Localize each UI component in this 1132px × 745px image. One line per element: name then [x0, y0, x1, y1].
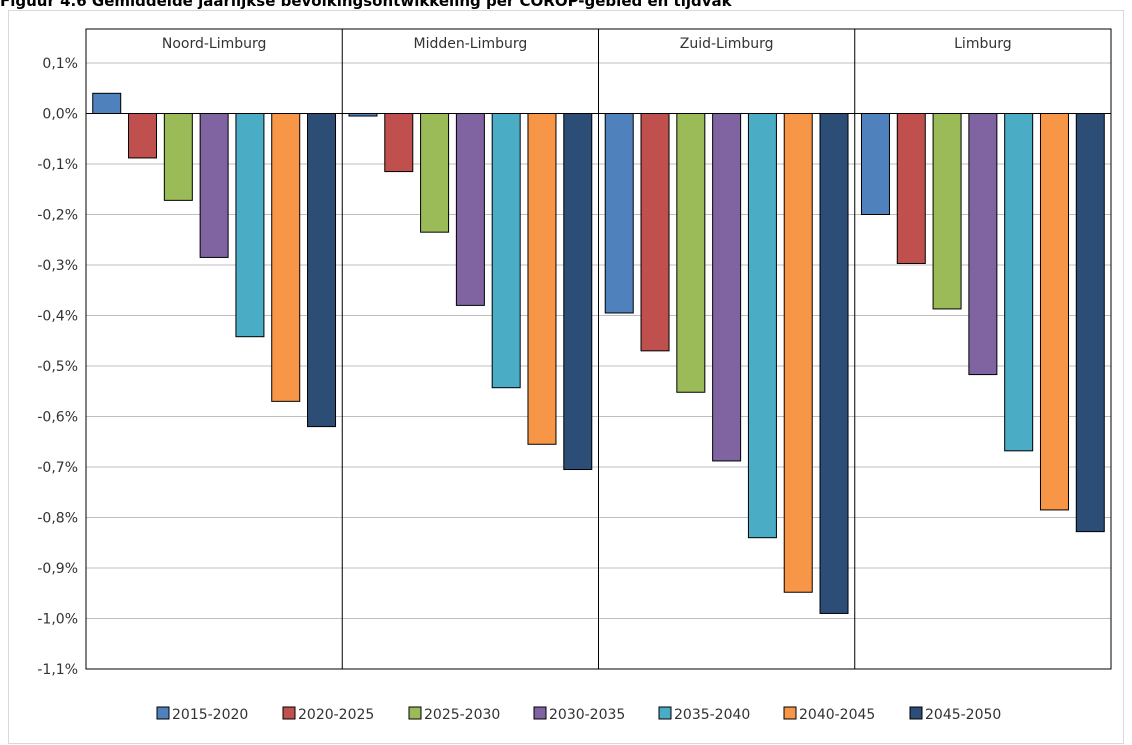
legend-label: 2020-2025 — [298, 707, 374, 723]
y-tick-label: -1,0% — [37, 612, 78, 628]
axes — [85, 28, 1112, 670]
y-tick-label: 0,1% — [42, 56, 78, 72]
bar — [747, 113, 777, 539]
bar-chart: 0,1% 0,0% -0,1% -0,2% -0,3% -0,4% -0,5% -0,6% -0… — [37, 28, 1112, 723]
legend-swatch — [533, 706, 547, 720]
bar — [307, 113, 337, 428]
bar — [491, 113, 521, 389]
legend-swatch — [156, 706, 170, 720]
legend-swatch — [282, 706, 296, 720]
legend-swatch — [909, 706, 923, 720]
bar — [1075, 113, 1105, 533]
legend-swatch — [783, 706, 797, 720]
y-tick-label: -1,1% — [37, 662, 78, 678]
bar — [676, 113, 706, 393]
bar — [527, 113, 557, 445]
y-tick-label: -0,9% — [37, 561, 78, 577]
y-tick-label: -0,5% — [37, 359, 78, 375]
group-label: Midden-Limburg — [413, 36, 527, 52]
bar — [235, 113, 265, 338]
y-tick-label: -0,2% — [37, 208, 78, 224]
group-label: Zuid-Limburg — [680, 36, 774, 52]
y-tick-label: -0,7% — [37, 460, 78, 476]
bar — [783, 113, 813, 593]
bar — [896, 113, 926, 264]
legend: 2015-2020 2020-2025 2025-2030 2030-2035 2035… — [156, 706, 1001, 723]
y-tick-label: -0,6% — [37, 410, 78, 426]
y-tick-label: -0,8% — [37, 511, 78, 527]
bar — [1004, 113, 1034, 452]
bar — [199, 113, 229, 258]
bar — [932, 113, 962, 310]
bar — [604, 113, 634, 314]
legend-label: 2045-2050 — [925, 707, 1001, 723]
bar — [968, 113, 998, 376]
y-tick-label: -0,3% — [37, 258, 78, 274]
plot-border — [85, 28, 1112, 670]
bar — [455, 113, 485, 306]
bars — [92, 92, 1105, 614]
bar — [163, 113, 193, 201]
y-tick-label: -0,4% — [37, 309, 78, 325]
group-label: Limburg — [954, 36, 1011, 52]
bar — [563, 113, 593, 471]
figure-title: Figuur 4.6 Gemiddelde jaarlijkse bevolki… — [0, 0, 732, 10]
bar — [712, 113, 742, 462]
chart-frame: 0,1% 0,0% -0,1% -0,2% -0,3% -0,4% -0,5% -0,6% -0… — [8, 10, 1124, 744]
bar — [819, 113, 849, 614]
labels: 0,1% 0,0% -0,1% -0,2% -0,3% -0,4% -0,5% -0,6% -0… — [37, 36, 1011, 678]
bar — [420, 113, 450, 233]
legend-label: 2040-2045 — [799, 707, 875, 723]
bar — [128, 113, 158, 159]
legend-swatch — [408, 706, 422, 720]
bar — [1039, 113, 1069, 511]
legend-label: 2035-2040 — [674, 707, 750, 723]
bar — [384, 113, 414, 173]
legend-swatch — [658, 706, 672, 720]
y-tick-label: 0,0% — [42, 107, 78, 123]
bar — [271, 113, 301, 402]
y-tick-label: -0,1% — [37, 157, 78, 173]
group-label: Noord-Limburg — [162, 36, 267, 52]
legend-label: 2030-2035 — [549, 707, 625, 723]
bar — [860, 113, 890, 215]
bar — [640, 113, 670, 352]
legend-label: 2015-2020 — [172, 707, 248, 723]
bar — [92, 92, 122, 115]
legend-label: 2025-2030 — [424, 707, 500, 723]
